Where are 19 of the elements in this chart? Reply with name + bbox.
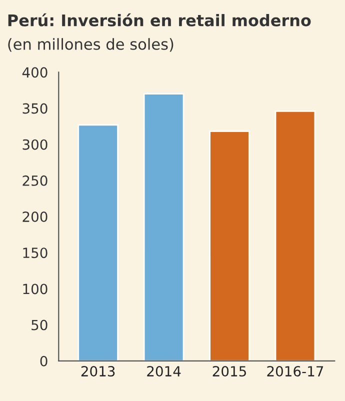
chart-subtitle: (en millones de soles): [8, 38, 174, 52]
y-tick-label: 0: [40, 356, 48, 366]
bar: [274, 110, 316, 361]
y-tick-label: 250: [22, 175, 48, 186]
y-tick-label: 300: [22, 139, 48, 150]
y-tick-label: 400: [22, 67, 48, 78]
bar: [143, 93, 184, 361]
x-tick-label: 2015: [212, 366, 246, 377]
y-tick-label: 350: [22, 103, 48, 114]
bar: [209, 130, 250, 361]
y-tick-label: 50: [32, 320, 48, 330]
x-tick-label: 2013: [81, 366, 115, 377]
chart-title: Perú: Inversión en retail moderno: [8, 13, 311, 26]
y-tick-label: 150: [23, 248, 48, 258]
y-tick-label: 200: [22, 212, 48, 222]
bar: [78, 124, 118, 361]
x-tick-label: 2016-17: [267, 366, 324, 377]
x-tick-label: 2014: [147, 366, 181, 377]
y-tick-label: 100: [23, 284, 48, 294]
